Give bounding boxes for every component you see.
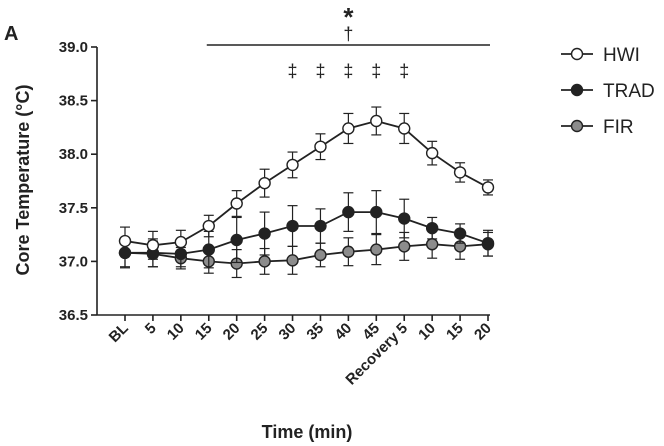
data-point	[425, 221, 439, 235]
data-point	[174, 235, 188, 249]
star-annotation: *	[343, 2, 354, 32]
data-point	[398, 122, 411, 135]
data-point	[425, 146, 439, 160]
y-tick-label: 39.0	[59, 39, 88, 56]
data-point	[314, 219, 327, 233]
data-point	[258, 255, 271, 268]
data-point	[286, 254, 299, 267]
data-point	[481, 181, 495, 194]
data-point	[370, 243, 383, 256]
data-point	[146, 239, 160, 252]
data-point	[258, 176, 271, 190]
x-tick-label: 30	[276, 320, 300, 344]
data-point	[398, 212, 411, 225]
dagger-annotation: †	[343, 24, 353, 44]
x-tick-label: 15	[443, 320, 467, 344]
legend: HWI TRAD FIR	[561, 45, 655, 138]
double-dagger-annotation: ‡	[343, 61, 353, 81]
x-tick-label: 20	[220, 320, 244, 344]
data-point	[202, 243, 215, 256]
y-tick-label: 38.0	[59, 146, 88, 163]
legend-item-fir: FIR	[561, 117, 634, 138]
legend-item-hwi: HWI	[561, 45, 640, 66]
y-ticks: 36.5 37.0 37.5 38.0 38.5 39.0	[59, 39, 97, 324]
data-point	[481, 236, 495, 250]
data-point	[453, 166, 467, 179]
data-point	[370, 205, 383, 219]
axes	[96, 47, 490, 316]
data-point	[286, 158, 299, 172]
legend-item-trad: TRAD	[561, 81, 655, 102]
series-hwi	[118, 106, 495, 260]
x-axis-title: Time (min)	[262, 422, 353, 442]
data-point	[425, 238, 439, 251]
y-tick-label: 37.5	[59, 200, 88, 217]
x-tick-label: 40	[331, 320, 355, 344]
x-tick-label: 20	[471, 320, 495, 344]
legend-marker	[570, 119, 584, 133]
data-point	[398, 240, 411, 253]
significance-annotations: *† ‡ ‡ ‡ ‡ ‡	[206, 2, 490, 81]
legend-marker	[570, 47, 584, 61]
data-point	[342, 245, 355, 258]
series-trad	[118, 190, 495, 269]
y-tick-label: 38.5	[59, 93, 88, 110]
x-tick-label: BL	[106, 320, 132, 346]
y-tick-label: 36.5	[59, 307, 88, 324]
legend-label: TRAD	[603, 81, 655, 102]
x-tick-label: 5	[142, 320, 160, 338]
double-dagger-annotation: ‡	[288, 61, 298, 81]
legend-marker	[570, 83, 584, 97]
data-point	[314, 248, 327, 262]
x-tick-label: 10	[164, 320, 188, 344]
series-group	[118, 106, 495, 279]
y-axis-title: Core Temperature (°C)	[13, 85, 33, 276]
legend-label: HWI	[603, 45, 640, 66]
x-tick-label: 10	[415, 320, 439, 344]
data-point	[453, 227, 467, 240]
data-point	[342, 122, 355, 135]
data-point	[202, 219, 215, 233]
data-point	[118, 234, 132, 248]
double-dagger-annotation: ‡	[371, 61, 381, 81]
y-tick-label: 37.0	[59, 253, 88, 270]
legend-label: FIR	[603, 117, 634, 138]
panel-label: A	[4, 23, 18, 45]
x-tick-label: 25	[248, 320, 272, 344]
data-point	[342, 205, 355, 219]
double-dagger-annotation: ‡	[315, 61, 325, 81]
data-point	[370, 114, 383, 128]
data-point	[230, 197, 243, 210]
x-tick-label: 35	[303, 320, 327, 344]
data-point	[230, 233, 243, 247]
data-point	[286, 219, 299, 233]
data-point	[258, 227, 271, 240]
x-tick-label: 15	[192, 320, 216, 344]
double-dagger-annotation: ‡	[399, 61, 409, 81]
data-point	[314, 140, 327, 153]
